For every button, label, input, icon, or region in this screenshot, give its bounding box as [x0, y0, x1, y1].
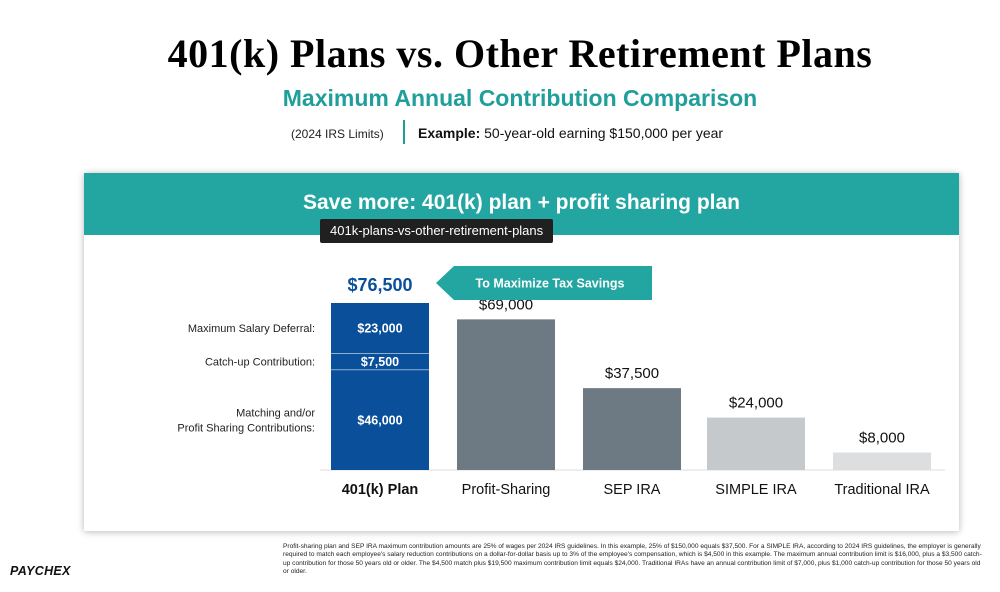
- callout-arrow: [436, 266, 652, 300]
- callout-text: To Maximize Tax Savings: [476, 277, 625, 291]
- segment-name-label: Maximum Salary Deferral:: [188, 323, 315, 335]
- example-text: Example: 50-year-old earning $150,000 pe…: [418, 125, 723, 141]
- category-label: SIMPLE IRA: [715, 482, 797, 498]
- category-label: Profit-Sharing: [462, 482, 551, 498]
- example-label: Example:: [418, 125, 481, 141]
- bar-traditional-ira: [833, 452, 931, 470]
- bar-value-label: $76,500: [347, 275, 412, 295]
- category-label: Traditional IRA: [834, 482, 930, 498]
- category-label: SEP IRA: [604, 482, 661, 498]
- segment-name-label: Catch-up Contribution:: [205, 356, 315, 368]
- bar-401k-segment: [331, 369, 429, 470]
- bar-401k-segment: [331, 303, 429, 354]
- divider: [403, 120, 405, 144]
- footnote: Profit-sharing plan and SEP IRA maximum …: [283, 543, 982, 576]
- bar-segment-label: $7,500: [361, 355, 399, 369]
- segment-name-label: Matching and/or: [236, 407, 315, 419]
- banner-text: Save more: 401(k) plan + profit sharing …: [302, 191, 741, 214]
- bar-simple-ira: [707, 417, 805, 470]
- limits-note: (2024 IRS Limits): [291, 127, 384, 141]
- bar-profit-sharing: [457, 319, 555, 470]
- page-subtitle: Maximum Annual Contribution Comparison: [282, 85, 758, 111]
- bar-value-label: $8,000: [859, 430, 905, 447]
- bar-value-label: $69,000: [479, 296, 533, 313]
- paychex-logo: PAYCHEX: [10, 564, 71, 578]
- bar-segment-label: $23,000: [357, 322, 402, 336]
- example-description: 50-year-old earning $150,000 per year: [484, 125, 724, 141]
- segment-name-label: Profit Sharing Contributions:: [177, 422, 315, 434]
- bar-401k-segment: [331, 353, 429, 370]
- tooltip: 401k-plans-vs-other-retirement-plans: [320, 219, 554, 243]
- bar-value-label: $24,000: [729, 395, 783, 412]
- bar-segment-label: $46,000: [357, 413, 402, 427]
- bar-value-label: $37,500: [605, 365, 659, 382]
- category-label: 401(k) Plan: [342, 482, 419, 498]
- page-title: 401(k) Plans vs. Other Retirement Plans: [167, 31, 873, 76]
- bar-sep-ira: [583, 388, 681, 470]
